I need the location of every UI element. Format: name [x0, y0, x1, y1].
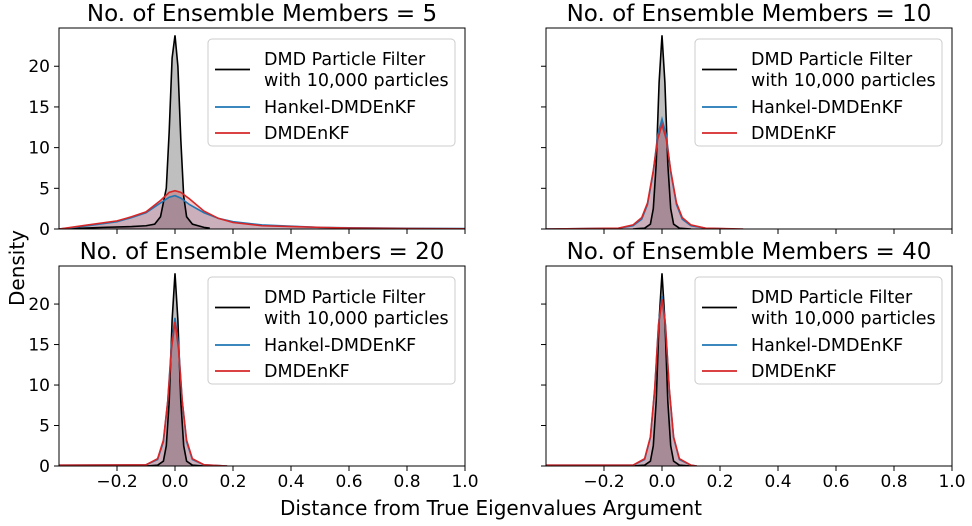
series-group — [546, 35, 744, 229]
series-group — [59, 273, 228, 466]
subplot-4: No. of Ensemble Members = 40 −0.2 0.0 0.2 0.… — [541, 239, 966, 492]
subplot-title: No. of Ensemble Members = 40 — [567, 239, 932, 265]
legend-label-1: DMD Particle Filter — [751, 288, 913, 308]
series-line-3 — [546, 122, 744, 229]
series-line-1 — [145, 273, 205, 466]
series-fill-3 — [59, 190, 465, 229]
x-tick-label: 1.0 — [451, 472, 478, 492]
y-tick-label: 20 — [28, 57, 50, 77]
subplot-1: No. of Ensemble Members = 5 0 5 10 15 20 DMD P… — [28, 1, 466, 240]
y-axis-label: Density — [5, 230, 29, 306]
series-fill-1 — [633, 273, 691, 466]
legend-label-3: DMDEnKF — [751, 362, 837, 382]
legend-label-1: DMD Particle Filter — [264, 288, 426, 308]
series-line-1 — [632, 273, 692, 466]
legend-label-2: Hankel-DMDEnKF — [264, 336, 416, 356]
x-tick-label: 0.4 — [764, 472, 791, 492]
series-line-1 — [59, 35, 210, 229]
legend-box — [694, 276, 943, 385]
legend-box — [207, 276, 456, 385]
series-group — [546, 273, 697, 466]
x-tick-label: 0.4 — [277, 472, 304, 492]
subplot-title: No. of Ensemble Members = 20 — [80, 239, 445, 265]
x-axis-label: Distance from True Eigenvalues Argument — [280, 496, 702, 520]
y-tick-label: 10 — [28, 376, 50, 396]
y-tick-label: 5 — [39, 179, 50, 199]
legend-label-1: with 10,000 particles — [264, 71, 449, 91]
x-tick-label: 0.8 — [393, 472, 420, 492]
series-line-1 — [632, 35, 692, 229]
series-line-3 — [59, 189, 465, 229]
subplot-grid: No. of Ensemble Members = 5 0 5 10 15 20 DMD P… — [28, 1, 965, 492]
y-tick-label: 0 — [39, 220, 50, 240]
x-tick-label: 1.0 — [938, 472, 965, 492]
subplot-2: No. of Ensemble Members = 10 DMD Particle… — [541, 1, 953, 234]
series-line-2 — [546, 116, 735, 229]
series-fill-1 — [633, 35, 691, 229]
legend-label-3: DMDEnKF — [264, 124, 350, 144]
subplot-title: No. of Ensemble Members = 10 — [567, 1, 932, 27]
series-line-3 — [59, 321, 228, 466]
legend-label-2: Hankel-DMDEnKF — [264, 98, 416, 118]
x-tick-label: 0.0 — [161, 472, 188, 492]
y-tick-label: 20 — [28, 295, 50, 315]
x-tick-label: −0.2 — [96, 472, 137, 492]
series-fill-1 — [59, 35, 210, 229]
legend-box — [207, 38, 456, 147]
x-tick-label: 0.8 — [880, 472, 907, 492]
legend-label-1: with 10,000 particles — [751, 71, 936, 91]
series-fill-1 — [146, 273, 204, 466]
legend-label-2: Hankel-DMDEnKF — [751, 336, 903, 356]
legend-label-1: DMD Particle Filter — [264, 50, 426, 70]
subplot-3: No. of Ensemble Members = 20 0 5 10 15 20 −0.2… — [28, 239, 478, 492]
plot-frame — [58, 27, 466, 230]
series-group — [59, 35, 465, 229]
y-tick-label: 15 — [28, 98, 50, 118]
series-line-2 — [59, 317, 228, 466]
x-tick-label: 0.2 — [706, 472, 733, 492]
x-tick-label: 0.6 — [822, 472, 849, 492]
y-tick-label: 10 — [28, 139, 50, 159]
plot-frame — [545, 265, 953, 467]
x-tick-label: 0.2 — [219, 472, 246, 492]
x-tick-label: −0.2 — [583, 472, 624, 492]
legend-label-3: DMDEnKF — [264, 362, 350, 382]
plot-frame — [58, 265, 466, 467]
series-line-3 — [546, 299, 697, 466]
legend-label-2: Hankel-DMDEnKF — [751, 98, 903, 118]
x-tick-label: 0.6 — [335, 472, 362, 492]
legend-label-1: with 10,000 particles — [264, 309, 449, 329]
y-tick-label: 5 — [39, 417, 50, 437]
series-fill-2 — [59, 195, 465, 229]
y-tick-label: 15 — [28, 336, 50, 356]
series-fill-3 — [59, 321, 228, 466]
legend-box — [694, 38, 943, 147]
series-fill-2 — [59, 317, 228, 466]
legend-label-1: DMD Particle Filter — [751, 50, 913, 70]
legend-label-1: with 10,000 particles — [751, 309, 936, 329]
legend-label-3: DMDEnKF — [751, 124, 837, 144]
plot-frame — [545, 27, 953, 230]
x-tick-label: 0.0 — [648, 472, 675, 492]
subplot-title: No. of Ensemble Members = 5 — [87, 1, 437, 27]
y-tick-label: 0 — [39, 457, 50, 477]
